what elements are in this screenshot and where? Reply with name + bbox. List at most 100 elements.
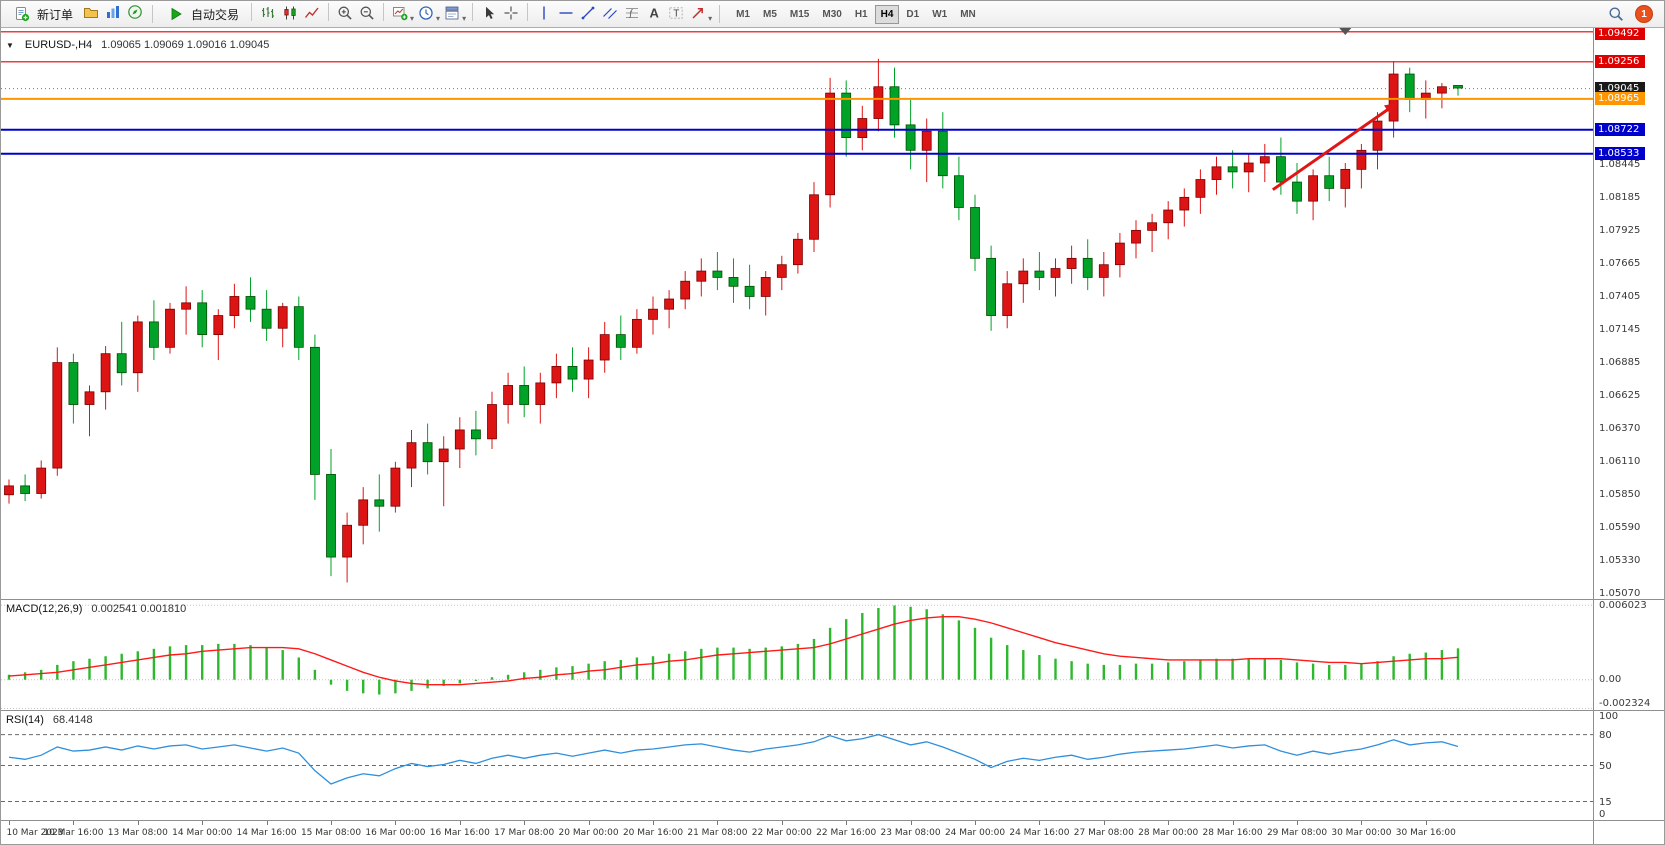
- text-label-icon[interactable]: T: [667, 4, 685, 22]
- zoom-in-icon-glyph: [338, 6, 352, 20]
- time-axis-tick: [137, 821, 139, 825]
- timeframe-button-mn[interactable]: MN: [954, 5, 982, 24]
- new-chart-icon[interactable]: [391, 4, 409, 22]
- chart-shift-marker[interactable]: [1339, 28, 1352, 35]
- rsi-panel[interactable]: RSI(14) 68.4148: [1, 711, 1593, 820]
- time-axis-tick: [846, 821, 848, 825]
- axis-tick-label: 50: [1599, 760, 1612, 772]
- svg-text:f: f: [630, 8, 634, 18]
- channel-icon[interactable]: [601, 4, 619, 22]
- macd-panel[interactable]: MACD(12,26,9) 0.002541 0.001810: [1, 600, 1593, 710]
- timeframe-button-m1[interactable]: M1: [730, 5, 756, 24]
- rsi-axis[interactable]: 100 80 50 15 0: [1594, 711, 1664, 820]
- timeframe-toolbar: M1 M5 M15 M30 H1 H4 D1 W1 MN: [730, 4, 982, 24]
- zoom-in-icon[interactable]: [336, 4, 354, 22]
- axis-tick-label: 1.05850: [1599, 488, 1641, 500]
- periods-icon[interactable]: [417, 4, 435, 22]
- notification-badge[interactable]: 1: [1636, 6, 1652, 22]
- rsi-title: RSI(14) 68.4148: [6, 714, 93, 726]
- timeframe-button-h4[interactable]: H4: [874, 4, 900, 24]
- navigator-icon[interactable]: [126, 3, 144, 21]
- candlestick-icon-glyph: [284, 6, 296, 19]
- chart-ohlc-values: 1.09065 1.09069 1.09016 1.09045: [101, 39, 270, 51]
- axis-tick-label: 1.07405: [1599, 291, 1641, 303]
- timeframe-button-h1[interactable]: H1: [849, 5, 874, 24]
- new-order-icon-glyph: [16, 7, 30, 22]
- bar-chart-icon[interactable]: [259, 4, 277, 22]
- timeframe-button-d1[interactable]: D1: [900, 5, 925, 24]
- time-axis[interactable]: 10 Mar 2023 10 Mar 16:00 13 Mar 08:00 14 Ma…: [1, 821, 1593, 844]
- templates-icon[interactable]: [443, 4, 461, 22]
- axis-tick-label: 0.00: [1599, 673, 1622, 685]
- axis-tick-label: 1.07925: [1599, 225, 1641, 236]
- text-label-icon-glyph: T: [669, 6, 683, 19]
- text-icon[interactable]: A: [645, 4, 663, 22]
- candlestick-icon[interactable]: [281, 4, 299, 22]
- time-axis-tick: [395, 821, 397, 825]
- time-axis-label: 27 Mar 08:00: [1073, 828, 1134, 838]
- axis-tick-label: 1.05590: [1599, 521, 1641, 533]
- panel-resize-divider[interactable]: [1, 599, 1664, 600]
- arrows-icon[interactable]: [689, 4, 707, 22]
- toolbar-right-group: 1: [1605, 5, 1660, 23]
- candles: [4, 58, 1463, 583]
- candlestick-chart: [1, 28, 1593, 583]
- support-line-lower-tag: 1.08533: [1595, 146, 1645, 160]
- time-axis-tick: [1425, 821, 1427, 825]
- arrows-dropdown-caret[interactable]: ▾: [708, 13, 713, 23]
- time-axis-divider[interactable]: [1, 820, 1664, 821]
- fibonacci-icon[interactable]: f: [623, 4, 641, 22]
- autotrading-icon: [167, 5, 185, 23]
- price-axis[interactable]: 1.08445 1.08185 1.07925 1.07665 1.07405 1.071…: [1594, 27, 1664, 599]
- time-axis-label: 24 Mar 16:00: [1009, 828, 1070, 838]
- autotrading-button[interactable]: 自动交易: [159, 3, 245, 25]
- crosshair-icon[interactable]: [502, 4, 520, 22]
- cursor-icon[interactable]: [480, 4, 498, 22]
- toolbar-separator: [251, 2, 253, 21]
- time-axis-tick: [910, 821, 912, 825]
- new-order-button[interactable]: 新订单: [5, 3, 79, 25]
- search-icon[interactable]: [1607, 5, 1625, 23]
- rsi-label: RSI(14): [6, 714, 44, 726]
- line-chart-icon[interactable]: [303, 4, 321, 22]
- periods-icon-glyph: [419, 5, 433, 20]
- main-chart-panel[interactable]: ▼ EURUSD-,H4 1.09065 1.09069 1.09016 1.0…: [1, 27, 1593, 599]
- toolbar-separator: [719, 5, 721, 23]
- search-icon-glyph: [1609, 7, 1623, 21]
- horizontal-line-icon-glyph: [559, 11, 573, 14]
- time-axis-tick: [9, 821, 10, 825]
- chart-symbol-title: EURUSD-,H4: [24, 39, 93, 51]
- trend-arrow-annotation[interactable]: [1271, 102, 1398, 191]
- time-axis-label: 20 Mar 00:00: [558, 828, 619, 838]
- timeframe-button-w1[interactable]: W1: [926, 5, 953, 24]
- timeframe-button-m30[interactable]: M30: [816, 5, 847, 24]
- macd-signal-line: [8, 615, 1459, 686]
- macd-axis[interactable]: 0.006023 0.00 -0.002324: [1594, 600, 1664, 710]
- templates-dropdown-caret[interactable]: ▾: [462, 13, 467, 23]
- one-click-trading-toggle[interactable]: ▼: [6, 40, 14, 50]
- timeframe-button-m5[interactable]: M5: [757, 5, 783, 24]
- time-axis-tick: [653, 821, 654, 825]
- trendline-icon[interactable]: [579, 4, 597, 22]
- periods-dropdown-caret[interactable]: ▾: [436, 13, 441, 23]
- new-chart-dropdown-caret[interactable]: ▾: [410, 13, 415, 23]
- timeframe-button-m15[interactable]: M15: [784, 5, 815, 24]
- market-watch-icon[interactable]: [104, 3, 122, 21]
- time-axis-tick: [717, 821, 719, 825]
- profiles-icon-glyph: [84, 8, 99, 18]
- line-chart-icon-glyph: [304, 7, 319, 18]
- crosshair-icon-glyph: [504, 6, 518, 19]
- navigator-icon-glyph: [128, 5, 142, 19]
- time-axis-tick: [331, 821, 332, 825]
- axis-tick-label: 1.05330: [1599, 554, 1641, 566]
- axis-tick-label: 100: [1599, 711, 1619, 722]
- bar-chart-icon-glyph: [262, 6, 275, 18]
- profiles-icon[interactable]: [82, 3, 100, 21]
- horizontal-line-icon[interactable]: [557, 4, 575, 22]
- zoom-out-icon[interactable]: [358, 4, 376, 22]
- vertical-line-icon[interactable]: [535, 4, 553, 22]
- time-axis-label: 30 Mar 00:00: [1331, 828, 1392, 838]
- autotrading-label: 自动交易: [191, 7, 240, 22]
- panel-resize-divider[interactable]: [1, 710, 1664, 711]
